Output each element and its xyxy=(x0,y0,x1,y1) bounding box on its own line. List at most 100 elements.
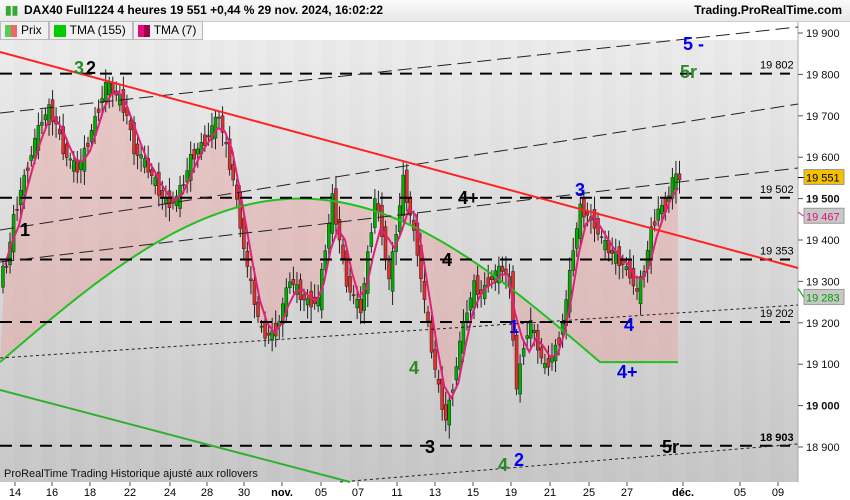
candle-body xyxy=(422,280,427,300)
price-tag-pointer xyxy=(797,211,805,217)
price-tag-label: 19 467 xyxy=(806,211,840,223)
y-tick-label: 19 900 xyxy=(806,28,840,40)
candle-body xyxy=(188,154,193,181)
candle-body xyxy=(15,209,19,211)
candle-body xyxy=(635,288,639,292)
candle-body xyxy=(380,204,384,237)
candle-body xyxy=(582,198,586,218)
x-tick-label: 30 xyxy=(238,487,250,499)
candle-body xyxy=(266,332,271,336)
candle-body xyxy=(532,330,537,333)
candle-body xyxy=(458,340,462,370)
wave-label: 5r xyxy=(662,437,680,457)
candle-body xyxy=(103,82,108,102)
candle-body xyxy=(11,214,16,253)
x-tick-label: 22 xyxy=(124,487,136,499)
candle-body xyxy=(341,244,345,259)
time-axis xyxy=(0,482,850,500)
wave-label: 4 xyxy=(624,315,635,335)
price-tag-label: 19 283 xyxy=(806,292,840,304)
candle-body xyxy=(557,337,561,345)
candle-body xyxy=(369,232,374,247)
candle-body xyxy=(553,344,558,362)
legend-label: Prix xyxy=(21,23,42,37)
candle-body xyxy=(284,287,289,317)
candle-body xyxy=(351,294,356,296)
candle-body xyxy=(72,160,76,172)
candle-body xyxy=(29,155,34,161)
candle-body xyxy=(75,160,80,173)
candle-body xyxy=(146,158,150,173)
x-tick-label: 18 xyxy=(84,487,96,499)
candle-body xyxy=(521,348,526,357)
candle-body xyxy=(624,266,629,271)
candles-icon: ▮▮ xyxy=(5,3,19,17)
legend-tma155[interactable]: TMA (155) xyxy=(48,21,133,40)
candle-body xyxy=(295,284,299,295)
prix-swatch xyxy=(5,24,17,37)
wave-label: 4 xyxy=(498,455,509,475)
trend-line xyxy=(0,51,799,269)
candle-body xyxy=(387,261,391,280)
candle-body xyxy=(638,276,643,305)
wave-label: 3 xyxy=(74,58,85,78)
candle-body xyxy=(224,142,228,145)
candle-body xyxy=(210,125,214,140)
candle-body xyxy=(89,130,94,142)
price-tag xyxy=(803,168,845,185)
candle-body xyxy=(217,116,221,119)
wave-label: 1 xyxy=(20,220,31,240)
candle-body xyxy=(621,260,625,266)
candle-body xyxy=(670,177,675,199)
candle-body xyxy=(500,265,505,272)
candle-body xyxy=(256,301,260,317)
legend-prix[interactable]: Prix xyxy=(0,21,49,40)
candle-body xyxy=(525,335,529,339)
candle-body xyxy=(107,82,111,95)
candle-body xyxy=(288,281,292,289)
candle-body xyxy=(61,126,65,155)
candle-body xyxy=(128,120,133,131)
candle-body xyxy=(490,276,494,280)
candle-body xyxy=(412,219,416,231)
candle-body xyxy=(656,208,660,221)
x-tick-label: 11 xyxy=(391,487,402,499)
candle-body xyxy=(86,142,90,147)
price-tag xyxy=(803,288,845,305)
level-label: 19 802 xyxy=(760,60,794,72)
legend-tma7[interactable]: TMA (7) xyxy=(132,21,204,40)
candle-body xyxy=(64,143,69,158)
candle-body xyxy=(302,294,306,301)
candle-body xyxy=(96,108,101,113)
y-tick-label: 19 000 xyxy=(806,401,840,413)
tma-fill xyxy=(0,84,678,421)
candle-body xyxy=(231,164,235,181)
candle-body xyxy=(578,203,583,239)
candle-body xyxy=(401,174,405,217)
candle-body xyxy=(153,176,158,187)
candle-body xyxy=(543,363,547,369)
candle-body xyxy=(142,158,147,168)
x-tick-label: 19 xyxy=(505,487,517,499)
x-tick-label: 13 xyxy=(429,487,441,499)
wave-label: 4+ xyxy=(458,188,479,208)
x-tick-label: 16 xyxy=(46,487,58,499)
candle-body xyxy=(408,197,413,216)
candle-body xyxy=(196,148,200,155)
candle-body xyxy=(443,404,448,421)
candle-body xyxy=(660,205,664,215)
x-tick-label: 05 xyxy=(734,487,746,499)
wave-label: 2 xyxy=(514,450,525,470)
candle-body xyxy=(599,236,604,238)
x-tick-label: 09 xyxy=(772,487,784,499)
footer-note: ProRealTime Trading Historique ajusté au… xyxy=(4,468,258,480)
candle-body xyxy=(405,169,409,203)
candle-body xyxy=(362,283,367,311)
candle-body xyxy=(514,334,519,390)
candle-body xyxy=(57,128,62,135)
candle-body xyxy=(1,265,5,288)
level-label: 19 202 xyxy=(760,308,794,320)
level-label: 19 353 xyxy=(760,245,794,257)
candle-body xyxy=(206,135,211,138)
